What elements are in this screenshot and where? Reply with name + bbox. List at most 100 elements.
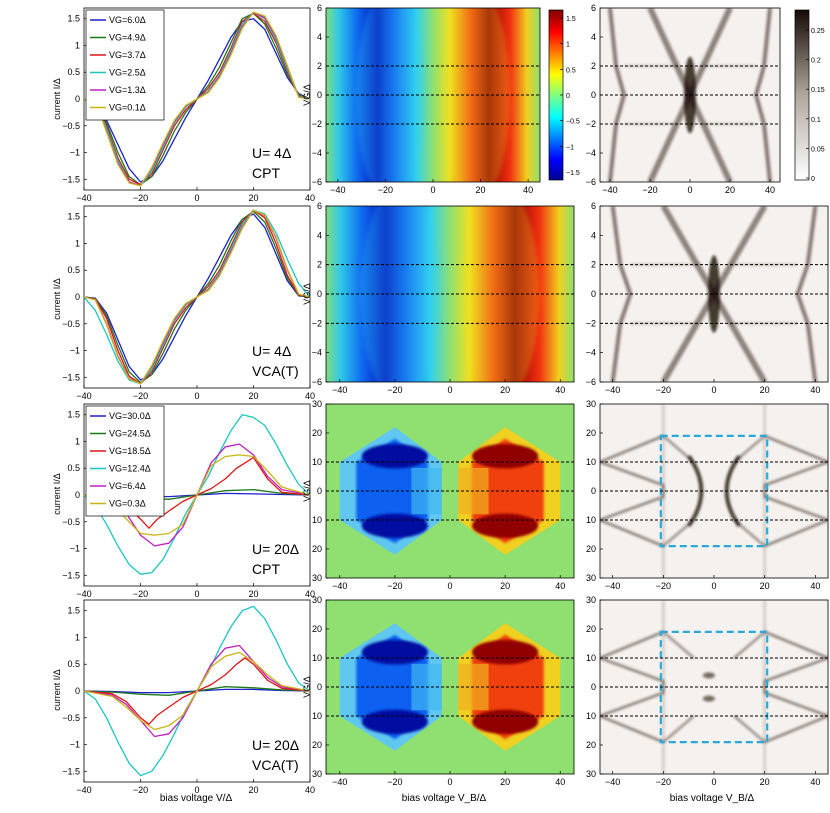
map-image (600, 600, 828, 774)
x-tick-label: 40 (305, 589, 315, 599)
colorbar-gradient (794, 9, 810, 181)
colorbar-tick-label: −0.5 (566, 119, 580, 126)
y-tick-label: 6 (591, 201, 596, 211)
map-background (600, 404, 828, 578)
x-tick-label: 40 (555, 581, 565, 591)
x-tick-label: 40 (555, 385, 565, 395)
y-tick-label: 20 (312, 740, 322, 750)
x-tick-label: −20 (378, 185, 393, 195)
method-sublabel: VCA(T) (252, 363, 299, 379)
ylabel-gate: VG/Δ (302, 480, 312, 502)
method-label: U= 4Δ (252, 343, 291, 359)
x-tick-label: 0 (687, 185, 692, 195)
center-spot-bottom (702, 695, 715, 702)
x-tick-label: 0 (447, 581, 452, 591)
y-tick-label: 0 (75, 490, 80, 500)
x-tick-label: 20 (500, 385, 510, 395)
y-tick-label: 0.5 (67, 463, 80, 473)
colorbar-tick-label: 0.25 (811, 28, 825, 35)
x-tick-label: −20 (133, 391, 148, 401)
current-plot-4: −40 −20 0 20 40 1.5 1 0.5 0 −0.5 −1 −1.5 U= 20Δ VCA(T… (62, 599, 315, 795)
y-tick-label: −2 (586, 318, 596, 328)
legend-label: VG=30.0Δ (109, 411, 151, 421)
x-tick-label: −40 (76, 391, 91, 401)
legend-label: VG=2.5Δ (109, 68, 146, 78)
axis-labels: current I/Δ current I/Δ current I/Δ curr… (52, 78, 755, 804)
x-tick-label: 0 (447, 385, 452, 395)
map-image (326, 8, 540, 182)
y-tick-label: −4 (312, 148, 322, 158)
center-peak (708, 255, 720, 333)
y-tick-label: −6 (586, 177, 596, 187)
x-tick-label: −20 (656, 385, 671, 395)
legend-label: VG=0.1Δ (109, 103, 146, 113)
lobe-core-top (472, 640, 539, 665)
map-background (600, 600, 828, 774)
x-tick-label: 0 (194, 589, 199, 599)
y-tick-label: 20 (586, 624, 596, 634)
y-tick-label: 1 (75, 238, 80, 248)
x-tick-label: 40 (305, 391, 315, 401)
series-line-6 (83, 11, 311, 187)
outer-diagonal (764, 434, 828, 548)
colorbar-tick-label: −1.5 (566, 170, 580, 177)
x-tick-label: 0 (194, 391, 199, 401)
series-line-6 (83, 209, 311, 385)
y-tick-label: 30 (586, 595, 596, 605)
y-tick-label: −4 (312, 348, 322, 358)
y-tick-label: −1 (70, 740, 80, 750)
y-tick-label: 30 (312, 769, 322, 779)
x-tick-label: 0 (711, 581, 716, 591)
legend-label: VG=4.9Δ (109, 33, 146, 43)
y-tick-label: 10 (586, 711, 596, 721)
x-tick-label: 40 (305, 785, 315, 795)
map-image (600, 206, 828, 382)
y-tick-label: 1 (75, 632, 80, 642)
y-tick-label: −2 (312, 119, 322, 129)
y-tick-label: 0 (317, 486, 322, 496)
legend: VG=30.0Δ VG=24.5Δ VG=18.5Δ VG=12.4Δ VG=6.4Δ V… (85, 405, 165, 517)
y-tick-label: 0 (317, 289, 322, 299)
current-plot-2: −40 −20 0 20 40 1.5 1 0.5 0 −0.5 −1 −1.5 U= 4Δ VCA(T) (62, 205, 315, 401)
y-tick-label: 30 (586, 399, 596, 409)
colorbar-tick-label: 0.15 (811, 87, 825, 94)
legend-box (85, 405, 165, 517)
colorbar-tick-label: 0 (566, 93, 570, 100)
y-tick-label: −0.5 (62, 121, 80, 131)
x-tick-label: 40 (555, 777, 565, 787)
legend-label: VG=1.3Δ (109, 85, 146, 95)
y-tick-label: −4 (586, 348, 596, 358)
y-tick-label: 10 (312, 711, 322, 721)
outer-diagonal (764, 630, 828, 744)
y-tick-label: 30 (312, 595, 322, 605)
center-spot-top (702, 672, 715, 679)
y-tick-label: 4 (317, 230, 322, 240)
spectral-map-3: 30 20 10 0 10 20 30 −40 −20 0 20 40 (586, 399, 829, 591)
spectral-map-4: 30 20 10 0 10 20 30 −40 −20 0 20 40 (586, 595, 829, 787)
x-tick-label: 20 (500, 777, 510, 787)
x-tick-label: 20 (248, 193, 258, 203)
xlabel-right: bias voltage V_B/Δ (670, 793, 755, 804)
y-tick-label: 2 (591, 61, 596, 71)
y-tick-label: 0 (317, 90, 322, 100)
y-tick-label: 20 (586, 740, 596, 750)
lobe-edges (360, 206, 540, 382)
x-tick-label: 20 (500, 581, 510, 591)
x-tick-label: −20 (656, 777, 671, 787)
y-tick-label: 10 (586, 515, 596, 525)
x-tick-label: −20 (133, 589, 148, 599)
y-tick-label: 20 (312, 428, 322, 438)
method-sublabel: VCA(T) (252, 757, 299, 773)
inner-diagonal (733, 631, 766, 743)
current-plot-3: −40 −20 0 20 40 1.5 1 0.5 0 −0.5 −1 −1.5 U= 20Δ CPT VG… (62, 403, 315, 599)
y-tick-label: 0 (591, 289, 596, 299)
colorbar-tick-label: 0.2 (811, 58, 821, 65)
y-tick-label: −1.5 (62, 372, 80, 382)
lobe-core-bottom (361, 709, 428, 734)
x-tick-label: −20 (387, 777, 402, 787)
x-tick-label: 40 (765, 185, 775, 195)
x-tick-label: 20 (476, 185, 486, 195)
